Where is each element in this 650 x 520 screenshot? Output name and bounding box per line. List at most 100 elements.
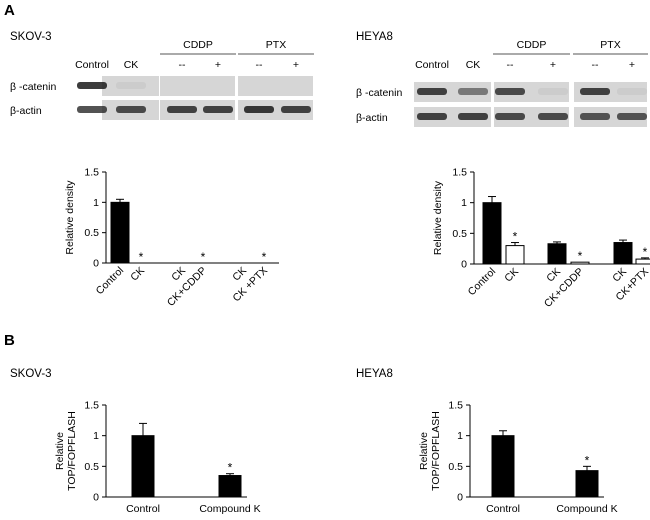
blot-row-label: β -catenin xyxy=(356,87,402,99)
cell-line-title: HEYA8 xyxy=(356,31,393,43)
blot-band xyxy=(281,106,311,113)
blot-band xyxy=(116,106,146,113)
y-tick-label: 1 xyxy=(457,430,463,442)
western-blots: SKOV-3 CDDP PTX Control CK -- + -- + β -catenin β-… xyxy=(10,31,648,127)
cell-line-title: SKOV-3 xyxy=(10,368,52,380)
bar xyxy=(505,245,525,265)
bar xyxy=(218,475,242,498)
blot-band xyxy=(116,82,146,89)
lane-label: + xyxy=(629,59,635,71)
y-tick-label: 1.5 xyxy=(84,400,99,412)
bar xyxy=(635,258,650,265)
y-tick-label: 1.5 xyxy=(84,167,99,179)
category-label: Control xyxy=(486,503,520,515)
lane-label: Control xyxy=(415,59,449,71)
y-tick-label: 1.5 xyxy=(448,400,463,412)
cell-line-title: HEYA8 xyxy=(356,368,393,380)
blot-strip xyxy=(238,100,313,120)
y-tick-label: 0.5 xyxy=(448,461,463,473)
blot-band xyxy=(77,106,107,113)
y-tick-label: 0.5 xyxy=(84,227,99,239)
lane-label: CK xyxy=(466,59,481,71)
blot-strip xyxy=(238,76,313,96)
bar xyxy=(575,470,599,498)
category-label: Control xyxy=(94,265,126,297)
category-label: CK xyxy=(502,266,521,285)
blot-strip xyxy=(160,100,235,120)
treatment-group-label: CDDP xyxy=(517,39,547,51)
y-tick-label: 0.5 xyxy=(84,461,99,473)
bar xyxy=(491,435,515,498)
blot-strip xyxy=(494,82,569,102)
treatment-group-label: PTX xyxy=(266,39,286,51)
blot-band xyxy=(458,113,488,120)
bar xyxy=(613,242,633,265)
bar xyxy=(110,201,130,264)
bar xyxy=(570,261,590,265)
category-label: Compound K xyxy=(199,503,260,515)
chart-b-skov-3: 0 0.5 1 1.5 RelativeTOP/FOPFLASH * Control Comp… xyxy=(10,368,261,515)
bar xyxy=(482,202,502,265)
panel-letter-b: B xyxy=(4,332,15,349)
blot-band xyxy=(538,113,568,120)
category-label: CK xyxy=(128,265,147,284)
blot-row-label: β-actin xyxy=(356,112,388,124)
blot-band xyxy=(495,113,525,120)
y-tick-label: 0 xyxy=(93,492,99,504)
y-axis-title: Relative density xyxy=(432,180,444,255)
lane-label: -- xyxy=(507,59,514,71)
blot-row-label: β -catenin xyxy=(10,81,56,93)
y-tick-label: 0 xyxy=(93,258,99,270)
panel-letter-a: A xyxy=(4,2,15,19)
y-axis-title: RelativeTOP/FOPFLASH xyxy=(418,411,442,491)
blot-band xyxy=(77,82,107,89)
category-label: CK+CDDP xyxy=(165,265,209,309)
blot-strip xyxy=(102,76,159,96)
lane-label: Control xyxy=(75,59,109,71)
significance-star: * xyxy=(585,453,590,467)
y-tick-label: 1.5 xyxy=(452,167,467,179)
bar xyxy=(131,435,155,498)
significance-star: * xyxy=(262,250,267,264)
significance-star: * xyxy=(201,250,206,264)
blot-band xyxy=(458,88,488,95)
lane-label: + xyxy=(550,59,556,71)
blot-band xyxy=(495,88,525,95)
blot-band xyxy=(617,88,647,95)
blot-strip xyxy=(494,107,569,127)
treatment-group-label: PTX xyxy=(600,39,620,51)
blot-band xyxy=(203,106,233,113)
lane-label: CK xyxy=(124,59,139,71)
blot-band xyxy=(580,88,610,95)
y-tick-label: 0 xyxy=(457,492,463,504)
y-tick-label: 1 xyxy=(93,197,99,209)
y-axis-title: RelativeTOP/FOPFLASH xyxy=(54,411,78,491)
significance-star: * xyxy=(139,250,144,264)
treatment-group-label: CDDP xyxy=(183,39,213,51)
y-tick-label: 1 xyxy=(93,430,99,442)
blot-band xyxy=(417,113,447,120)
blot-strip xyxy=(414,82,491,102)
blot-band xyxy=(580,113,610,120)
blot-row-label: β-actin xyxy=(10,105,42,117)
blot-band xyxy=(417,88,447,95)
blot-skov-3: SKOV-3 CDDP PTX Control CK -- + -- + β -catenin β-… xyxy=(10,31,314,120)
y-tick-label: 1 xyxy=(461,197,467,209)
blot-band xyxy=(617,113,647,120)
bar xyxy=(547,243,567,265)
category-label: Control xyxy=(126,503,160,515)
blot-strip xyxy=(574,107,647,127)
lane-label: -- xyxy=(179,59,186,71)
significance-star: * xyxy=(228,461,233,475)
y-tick-label: 0 xyxy=(461,259,467,271)
category-label: Compound K xyxy=(556,503,617,515)
y-axis-title: Relative density xyxy=(64,180,76,255)
lane-label: + xyxy=(293,59,299,71)
significance-star: * xyxy=(513,230,518,244)
category-label: Control xyxy=(466,266,498,298)
blot-heya8: HEYA8 CDDP PTX Control CK -- + -- + β -catenin β-a… xyxy=(356,31,648,127)
blot-band xyxy=(244,106,274,113)
